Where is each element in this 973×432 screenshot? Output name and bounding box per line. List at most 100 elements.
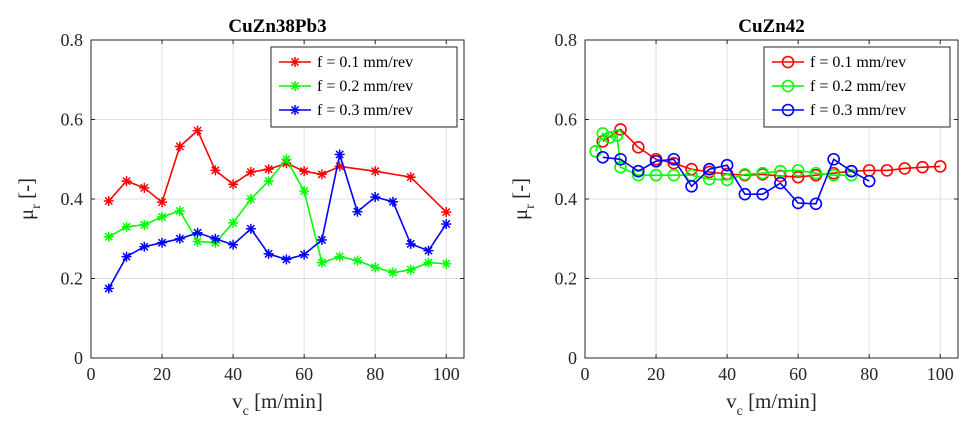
- data-point-stroke: [246, 167, 255, 177]
- x-tick-label: 20: [153, 364, 171, 384]
- data-point-stroke: [211, 166, 220, 175]
- x-axis-label: vc [m/min]: [232, 389, 323, 419]
- data-point-stroke: [175, 206, 184, 216]
- data-point: [263, 164, 274, 175]
- x-tick-label: 60: [789, 364, 807, 384]
- data-point: [334, 251, 345, 262]
- data-point-stroke: [122, 176, 131, 186]
- y-tick-label: 0.4: [555, 189, 578, 209]
- data-point: [720, 158, 734, 172]
- data-point: [405, 238, 416, 249]
- legend-label: f = 0.3 mm/rev: [317, 102, 413, 119]
- data-point: [667, 156, 681, 170]
- data-point-stroke: [193, 126, 202, 135]
- x-axis-label-main: v: [726, 389, 737, 413]
- legend-marker-stroke: [290, 57, 300, 67]
- legend-entry-1: f = 0.1 mm/rev: [772, 54, 906, 71]
- series-line: [108, 157, 447, 274]
- x-tick-label: 0: [581, 364, 590, 384]
- x-tick-label: 80: [366, 364, 384, 384]
- data-point: [809, 166, 823, 180]
- data-point-stroke: [282, 155, 291, 164]
- data-point: [405, 264, 416, 275]
- data-point-stroke: [371, 192, 380, 202]
- data-point-stroke: [317, 235, 327, 245]
- series-1: [596, 123, 947, 184]
- data-point-stroke: [122, 252, 131, 261]
- data-point: [103, 195, 114, 206]
- x-axis-label-subscript: c: [737, 404, 743, 419]
- series-3: [103, 149, 452, 294]
- data-point: [649, 168, 663, 182]
- data-point: [441, 207, 452, 218]
- data-point-stroke: [104, 196, 113, 206]
- x-axis-label-unit: [m/min]: [743, 389, 817, 413]
- x-axis-label-main: v: [232, 389, 243, 413]
- legend-entry-3: f = 0.3 mm/rev: [279, 102, 413, 119]
- data-point-stroke: [175, 142, 184, 151]
- data-point: [210, 233, 221, 244]
- data-point: [228, 179, 239, 190]
- data-point: [263, 248, 274, 259]
- data-point-stroke: [140, 242, 149, 251]
- data-point-stroke: [300, 167, 309, 176]
- data-point-stroke: [442, 219, 451, 229]
- x-tick-label: 40: [224, 364, 242, 384]
- data-point: [103, 283, 114, 294]
- data-point-stroke: [211, 234, 220, 243]
- legend-marker-stroke: [290, 81, 300, 91]
- data-point-stroke: [104, 232, 113, 241]
- data-point: [809, 197, 823, 211]
- legend-label: f = 0.3 mm/rev: [810, 102, 906, 119]
- data-point: [281, 254, 292, 265]
- series-line: [602, 156, 870, 205]
- data-point: [387, 267, 398, 278]
- legend-label: f = 0.2 mm/rev: [317, 78, 413, 95]
- data-point: [334, 149, 345, 160]
- data-point-stroke: [335, 252, 344, 261]
- data-point-stroke: [442, 259, 451, 268]
- data-point: [423, 245, 434, 256]
- y-tick-label: 0.2: [61, 269, 84, 289]
- y-tick-label: 0.2: [555, 269, 578, 289]
- data-point: [370, 192, 381, 203]
- data-point-stroke: [406, 239, 415, 249]
- data-point: [791, 196, 805, 210]
- data-point: [631, 168, 645, 182]
- data-point-stroke: [140, 220, 149, 229]
- legend-marker: [781, 55, 795, 69]
- data-point-stroke: [104, 284, 113, 293]
- data-point: [596, 150, 610, 164]
- data-point: [245, 166, 256, 177]
- data-point: [157, 211, 168, 222]
- y-tick-label: 0: [568, 348, 577, 368]
- data-point: [703, 172, 716, 186]
- legend-marker-stroke: [290, 105, 300, 115]
- data-point-stroke: [264, 165, 273, 174]
- data-point: [299, 166, 310, 177]
- data-point: [245, 194, 256, 204]
- data-point: [316, 169, 327, 180]
- y-tick-label: 0.8: [61, 30, 84, 50]
- data-point: [756, 166, 769, 180]
- legend-box: [270, 46, 458, 128]
- data-point: [631, 164, 645, 178]
- data-point: [827, 152, 840, 166]
- data-point: [791, 170, 805, 184]
- data-point: [898, 162, 912, 175]
- series-2: [103, 154, 452, 278]
- y-axis-label-unit: [-]: [508, 178, 532, 204]
- data-point: [121, 176, 132, 187]
- data-point: [192, 227, 203, 238]
- data-point: [631, 141, 645, 154]
- y-tick-label: 0.6: [61, 110, 84, 130]
- series-line: [602, 128, 941, 178]
- legend-label: f = 0.2 mm/rev: [810, 78, 906, 95]
- data-point: [774, 164, 787, 178]
- y-tick-label: 0.6: [555, 110, 578, 130]
- data-point: [862, 174, 876, 188]
- data-point-stroke: [175, 234, 184, 243]
- data-point: [139, 182, 150, 193]
- data-point-stroke: [228, 180, 238, 189]
